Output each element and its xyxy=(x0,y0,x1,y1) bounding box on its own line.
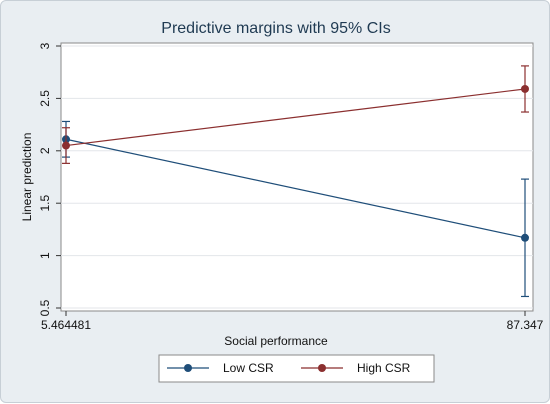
x-tick-label: 5.464481 xyxy=(41,318,91,332)
y-tick-label: 2 xyxy=(38,147,52,154)
data-point xyxy=(521,84,529,93)
chart-title: Predictive margins with 95% CIs xyxy=(161,20,390,37)
legend-items: Low CSR High CSR xyxy=(167,361,411,375)
legend-swatch-marker xyxy=(184,364,192,372)
y-tick-label: 3 xyxy=(38,42,52,49)
series-layer xyxy=(62,65,529,298)
plot-area xyxy=(60,42,534,312)
y-tick-label: 1 xyxy=(38,252,52,259)
data-point xyxy=(62,141,70,150)
y-tick-label: 1.5 xyxy=(38,195,52,212)
gridlines xyxy=(61,45,533,309)
legend: Low CSR High CSR xyxy=(158,354,435,383)
legend-box xyxy=(158,354,435,383)
y-tick-label: 0.5 xyxy=(38,299,52,316)
series-line xyxy=(65,88,526,147)
x-axis-label: Social performance xyxy=(224,334,328,348)
x-tick-label: 87.347 xyxy=(507,318,544,332)
y-axis-label: Linear prediction xyxy=(20,133,34,222)
legend-label: Low CSR xyxy=(223,361,274,375)
legend-label: High CSR xyxy=(357,361,411,375)
x-axis-ticks: 5.464481 87.347 xyxy=(41,311,544,332)
series-line xyxy=(65,138,526,239)
legend-swatch-marker xyxy=(318,364,326,372)
data-point xyxy=(521,233,529,242)
y-axis-ticks: 0.5 1 1.5 2 2.5 3 xyxy=(38,42,61,316)
y-tick-label: 2.5 xyxy=(38,90,52,107)
